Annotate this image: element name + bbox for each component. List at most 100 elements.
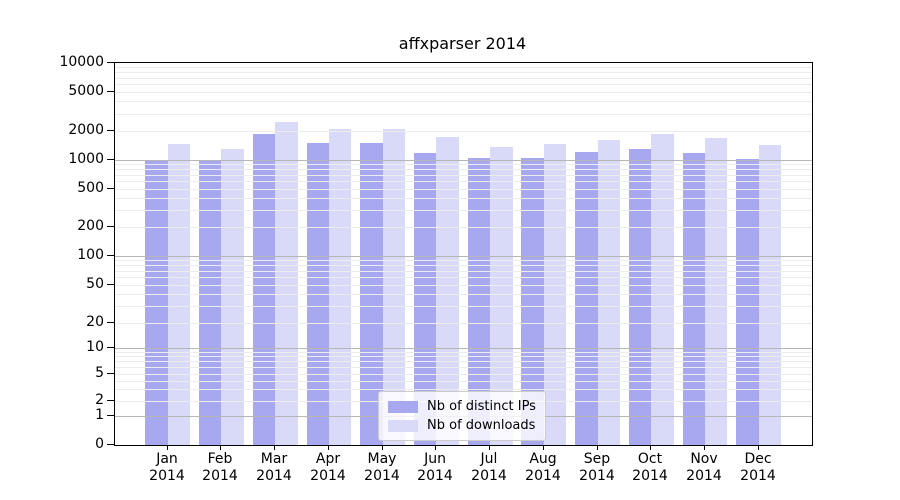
- bar-nb-of-distinct-ips-sep: [575, 151, 598, 445]
- x-tick-label-feb-2014: Feb 2014: [188, 451, 252, 485]
- x-tick-label-year: 2014: [202, 468, 238, 484]
- y-tick-mark-5000: [107, 91, 114, 92]
- x-tick-label-year: 2014: [364, 468, 400, 484]
- y-tick-mark-200: [107, 226, 114, 227]
- gridline-minor-700: [115, 175, 812, 176]
- bar-nb-of-distinct-ips-nov: [682, 152, 706, 445]
- gridline-minor-6000: [115, 84, 812, 85]
- gridline-major-1000: [115, 160, 812, 161]
- x-tick-label-aug-2014: Aug 2014: [511, 451, 575, 485]
- x-tick-label-dec-2014: Dec 2014: [726, 451, 790, 485]
- grid-layer: [115, 63, 812, 445]
- y-tick-mark-5: [107, 373, 114, 374]
- gridline-minor-20: [115, 323, 812, 324]
- x-tick-mark-feb: [220, 445, 221, 450]
- x-tick-label-year: 2014: [149, 468, 185, 484]
- y-tick-label-0: 0: [95, 436, 104, 452]
- gridline-minor-80: [115, 265, 812, 266]
- x-tick-mark-sep: [597, 445, 598, 450]
- gridline-minor-60: [115, 277, 812, 278]
- legend: Nb of distinct IPs Nb of downloads: [378, 391, 546, 441]
- x-tick-label-year: 2014: [579, 468, 615, 484]
- bar-nb-of-downloads-sep: [597, 140, 620, 445]
- y-tick-label-2000: 2000: [68, 122, 104, 138]
- y-tick-mark-20: [107, 322, 114, 323]
- gridline-minor-900: [115, 164, 812, 165]
- x-tick-mark-oct: [650, 445, 651, 450]
- x-tick-label-year: 2014: [256, 468, 292, 484]
- y-tick-mark-500: [107, 188, 114, 189]
- gridline-minor-600: [115, 181, 812, 182]
- bar-nb-of-distinct-ips-apr: [306, 142, 329, 445]
- y-tick-label-200: 200: [77, 218, 104, 234]
- x-tick-mark-dec: [758, 445, 759, 450]
- gridline-minor-9000: [115, 67, 812, 68]
- y-tick-label-20: 20: [86, 314, 104, 330]
- x-tick-mark-jul: [489, 445, 490, 450]
- legend-row-nb-of-distinct-ips: Nb of distinct IPs: [388, 397, 536, 416]
- x-tick-label-apr-2014: Apr 2014: [296, 451, 360, 485]
- bar-nb-of-downloads-nov: [705, 138, 728, 445]
- y-tick-label-2: 2: [95, 392, 104, 408]
- x-tick-label-month: May: [367, 451, 397, 467]
- gridline-minor-9: [115, 352, 812, 353]
- y-tick-label-1000: 1000: [68, 151, 104, 167]
- bar-nb-of-distinct-ips-jan: [145, 160, 168, 445]
- x-tick-label-month: Oct: [637, 451, 663, 467]
- gridline-minor-2000: [115, 131, 812, 132]
- x-tick-label-jul-2014: Jul 2014: [457, 451, 521, 485]
- x-tick-mark-jan: [167, 445, 168, 450]
- y-tick-label-100: 100: [77, 247, 104, 263]
- bar-nb-of-distinct-ips-oct: [628, 149, 652, 445]
- x-tick-mark-apr: [328, 445, 329, 450]
- x-tick-label-jun-2014: Jun 2014: [403, 451, 467, 485]
- x-tick-label-month: Dec: [744, 451, 772, 467]
- y-tick-label-500: 500: [77, 180, 104, 196]
- x-tick-label-year: 2014: [740, 468, 776, 484]
- legend-swatch-nb-of-distinct-ips: [388, 400, 418, 413]
- y-tick-label-50: 50: [86, 276, 104, 292]
- bar-nb-of-distinct-ips-jun: [414, 153, 437, 445]
- y-tick-label-1: 1: [95, 407, 104, 423]
- gridline-minor-30: [115, 306, 812, 307]
- bar-nb-of-distinct-ips-dec: [736, 159, 759, 445]
- gridline-minor-300: [115, 210, 812, 211]
- gridline-major-10: [115, 348, 812, 349]
- y-tick-mark-2000: [107, 130, 114, 131]
- y-tick-mark-1000: [107, 159, 114, 160]
- legend-row-nb-of-downloads: Nb of downloads: [388, 416, 536, 435]
- gridline-major-100: [115, 256, 812, 257]
- y-tick-mark-50: [107, 284, 114, 285]
- x-tick-mark-nov: [704, 445, 705, 450]
- x-tick-label-month: Sep: [583, 451, 611, 467]
- y-tick-mark-100: [107, 255, 114, 256]
- gridline-minor-3000: [115, 114, 812, 115]
- y-tick-mark-2: [107, 400, 114, 401]
- y-tick-label-5: 5: [95, 365, 104, 381]
- gridline-minor-3: [115, 389, 812, 390]
- bar-nb-of-distinct-ips-aug: [521, 157, 544, 445]
- gridline-minor-70: [115, 271, 812, 272]
- gridline-minor-200: [115, 227, 812, 228]
- gridline-minor-90: [115, 260, 812, 261]
- x-tick-label-month: Jul: [480, 451, 498, 467]
- y-tick-mark-0: [107, 444, 114, 445]
- gridline-minor-40: [115, 294, 812, 295]
- legend-label-nb-of-distinct-ips: Nb of distinct IPs: [427, 399, 536, 414]
- x-tick-mark-mar: [274, 445, 275, 450]
- gridline-minor-7000: [115, 78, 812, 79]
- gridline-minor-5: [115, 374, 812, 375]
- gridline-minor-6: [115, 367, 812, 368]
- x-tick-label-year: 2014: [686, 468, 722, 484]
- x-tick-label-month: Nov: [690, 451, 718, 467]
- x-tick-mark-may: [382, 445, 383, 450]
- x-tick-label-month: Mar: [260, 451, 288, 467]
- gridline-minor-8000: [115, 72, 812, 73]
- x-tick-label-month: Apr: [315, 451, 341, 467]
- x-tick-label-oct-2014: Oct 2014: [618, 451, 682, 485]
- x-tick-label-jan-2014: Jan 2014: [135, 451, 199, 485]
- plot-area: Nb of distinct IPs Nb of downloads: [114, 62, 813, 446]
- gridline-minor-4000: [115, 101, 812, 102]
- gridline-minor-50: [115, 285, 812, 286]
